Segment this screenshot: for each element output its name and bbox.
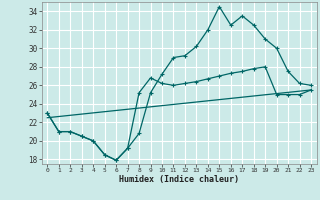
X-axis label: Humidex (Indice chaleur): Humidex (Indice chaleur) <box>119 175 239 184</box>
